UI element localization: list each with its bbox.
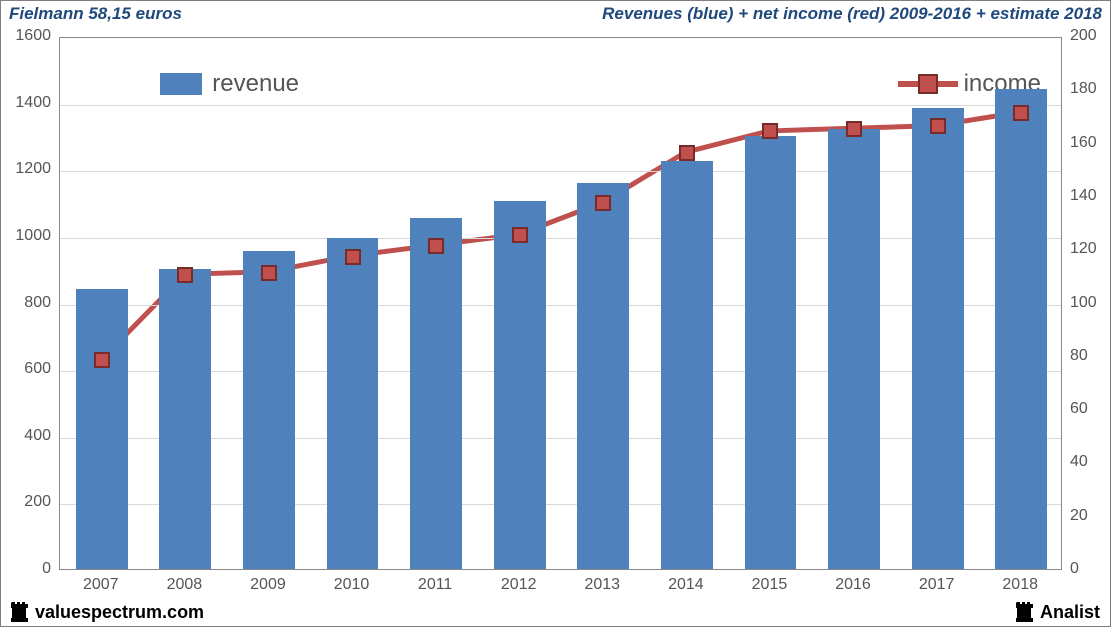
ytick-right: 80 [1070, 347, 1088, 365]
gridline [60, 105, 1061, 106]
revenue-bar [76, 289, 128, 569]
xtick: 2008 [167, 576, 203, 594]
xtick: 2017 [919, 576, 955, 594]
revenue-bar [410, 218, 462, 569]
ytick-right: 60 [1070, 400, 1088, 418]
footer-right-brand: Analist [1016, 602, 1100, 623]
xtick: 2007 [83, 576, 119, 594]
footer: valuespectrum.com Analist [1, 598, 1110, 626]
ytick-left: 600 [1, 360, 51, 378]
income-marker [261, 265, 277, 281]
xtick: 2013 [584, 576, 620, 594]
xtick: 2009 [250, 576, 286, 594]
footer-left-brand: valuespectrum.com [11, 602, 204, 623]
income-marker [512, 227, 528, 243]
revenue-bar [828, 129, 880, 569]
revenue-bar [912, 108, 964, 569]
ytick-left: 400 [1, 427, 51, 445]
ytick-left: 200 [1, 493, 51, 511]
xtick: 2015 [752, 576, 788, 594]
revenue-bar [661, 161, 713, 569]
ytick-right: 0 [1070, 560, 1079, 578]
ytick-left: 800 [1, 294, 51, 312]
income-marker [94, 352, 110, 368]
ytick-right: 180 [1070, 80, 1097, 98]
header-title-left: Fielmann 58,15 euros [9, 4, 182, 24]
revenue-bar [327, 238, 379, 569]
revenue-bar [577, 183, 629, 569]
footer-right-label: Analist [1040, 602, 1100, 623]
xtick: 2018 [1002, 576, 1038, 594]
income-marker [679, 145, 695, 161]
footer-left-label: valuespectrum.com [35, 602, 204, 623]
income-marker [762, 123, 778, 139]
rook-icon [1016, 602, 1034, 622]
ytick-right: 100 [1070, 294, 1097, 312]
ytick-left: 0 [1, 560, 51, 578]
ytick-left: 1600 [1, 27, 51, 45]
xtick: 2012 [501, 576, 537, 594]
ytick-right: 40 [1070, 453, 1088, 471]
legend-income-marker [918, 74, 938, 94]
revenue-bar [745, 136, 797, 569]
ytick-right: 120 [1070, 240, 1097, 258]
xtick: 2010 [334, 576, 370, 594]
income-marker [1013, 105, 1029, 121]
income-line [102, 112, 1020, 359]
ytick-left: 1200 [1, 160, 51, 178]
income-marker [595, 195, 611, 211]
header-title-right: Revenues (blue) + net income (red) 2009-… [602, 4, 1102, 24]
ytick-right: 160 [1070, 134, 1097, 152]
legend-revenue-label: revenue [212, 70, 299, 98]
chart-header: Fielmann 58,15 euros Revenues (blue) + n… [1, 1, 1110, 27]
xtick: 2011 [418, 576, 452, 594]
income-marker [428, 238, 444, 254]
income-marker [930, 118, 946, 134]
ytick-right: 20 [1070, 507, 1088, 525]
legend-revenue: revenue [160, 70, 299, 98]
rook-icon [11, 602, 29, 622]
revenue-bar [494, 201, 546, 569]
ytick-left: 1000 [1, 227, 51, 245]
ytick-right: 200 [1070, 27, 1097, 45]
ytick-right: 140 [1070, 187, 1097, 205]
revenue-bar [995, 89, 1047, 569]
legend-revenue-swatch [160, 73, 202, 95]
xtick: 2016 [835, 576, 871, 594]
plot-area: revenue income [59, 37, 1062, 570]
income-marker [177, 267, 193, 283]
ytick-left: 1400 [1, 94, 51, 112]
xtick: 2014 [668, 576, 704, 594]
legend-income-sample [898, 73, 958, 95]
revenue-bar [243, 251, 295, 569]
income-marker [345, 249, 361, 265]
income-marker [846, 121, 862, 137]
revenue-bar [159, 269, 211, 569]
plot-wrap: revenue income 0200400600800100012001400… [1, 27, 1110, 598]
